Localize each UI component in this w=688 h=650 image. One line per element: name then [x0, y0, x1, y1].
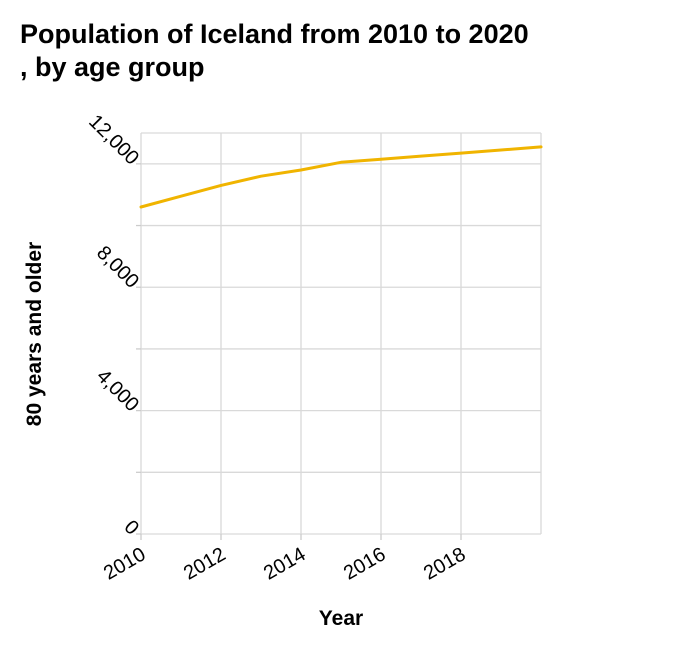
y-tick-label: 0	[120, 516, 143, 539]
chart-title-line-1: Population of Iceland from 2010 to 2020	[20, 19, 529, 49]
tick-labels: 0 4,000 8,000 12,000 2010 2012 2014 2016 2018	[84, 111, 469, 585]
x-tick-label: 2012	[180, 543, 230, 584]
chart-title-line-2: , by age group	[20, 52, 205, 82]
y-tick-label: 12,000	[84, 111, 143, 170]
x-axis-label: Year	[319, 607, 363, 630]
y-tick-label: 8,000	[92, 242, 143, 293]
y-axis-label: 80 years and older	[23, 242, 46, 426]
x-tick-label: 2016	[340, 543, 390, 584]
gridlines	[140, 132, 542, 535]
y-tick-label: 4,000	[92, 365, 143, 416]
x-tick-label: 2014	[260, 543, 310, 584]
x-tick-label: 2010	[100, 543, 150, 584]
x-tick-label: 2018	[420, 543, 470, 584]
axis-ticks	[136, 163, 462, 540]
series-layer	[139, 145, 543, 209]
series-line	[139, 145, 543, 209]
